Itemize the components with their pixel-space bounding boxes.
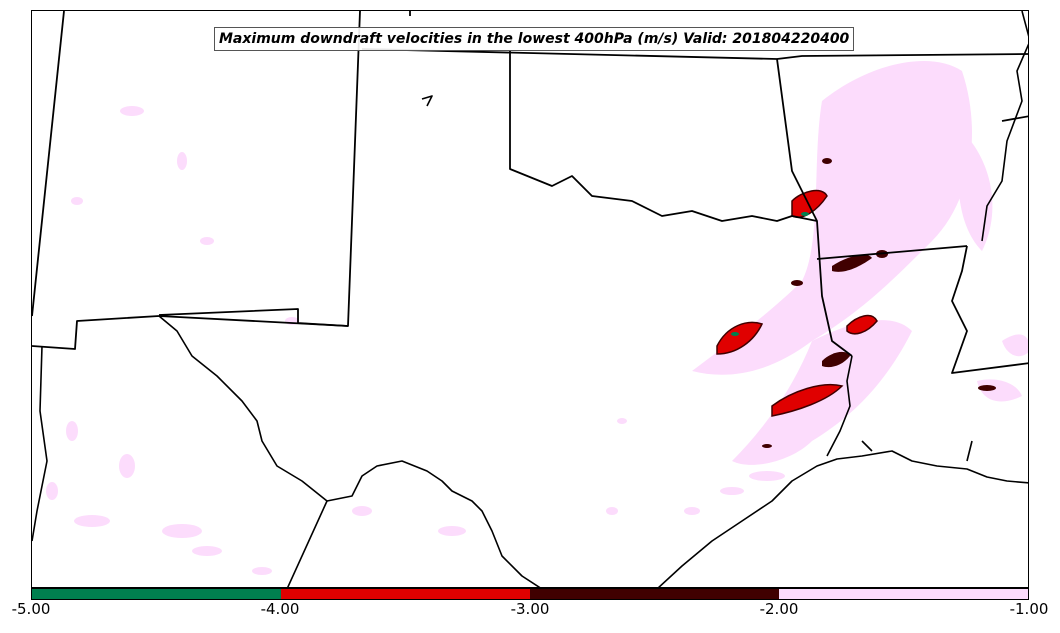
colorbar (31, 588, 1029, 600)
map-canvas (32, 11, 1028, 587)
map-panel: Maximum downdraft velocities in the lowe… (31, 10, 1029, 588)
colorbar-tick-label: -4.00 (260, 600, 300, 618)
colorbar-bin-3 (530, 589, 779, 599)
colorbar-bin-2 (281, 589, 530, 599)
colorbar-tick-label: -3.00 (510, 600, 550, 618)
colorbar-tick-label: -5.00 (11, 600, 51, 618)
strong-downdraft-areas (762, 158, 996, 448)
colorbar-bin-4 (779, 589, 1028, 599)
moderate-downdraft-areas (716, 189, 878, 417)
coastline-and-borders (32, 11, 1028, 587)
extreme-downdraft-areas (731, 212, 809, 336)
colorbar-tick-label: -1.00 (1009, 600, 1049, 618)
map-title: Maximum downdraft velocities in the lowe… (214, 27, 855, 51)
colorbar-tick-label: -2.00 (759, 600, 799, 618)
colorbar-bin-1 (32, 589, 281, 599)
